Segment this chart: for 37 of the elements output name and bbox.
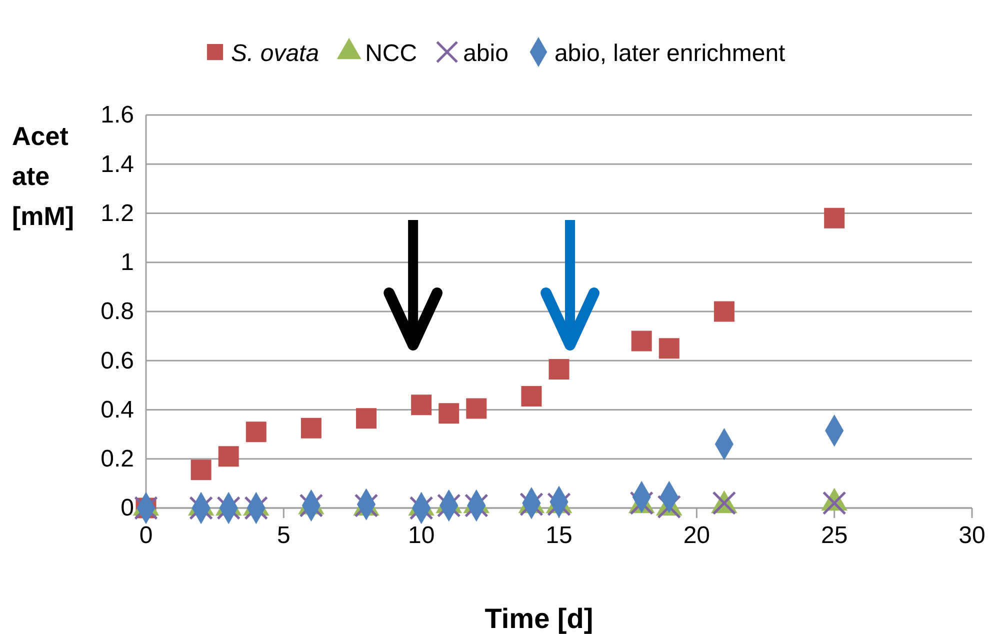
point: [466, 398, 487, 419]
point: [356, 408, 377, 429]
legend-label: S. ovata: [231, 40, 320, 67]
x-tick-label: 25: [820, 522, 848, 550]
y-tick-label: 0.4: [100, 396, 134, 424]
point: [548, 358, 570, 380]
x-tick-label: 30: [958, 522, 986, 550]
point: [190, 460, 212, 480]
x-tick-label: 10: [408, 522, 435, 550]
y-tick-label: 1: [120, 249, 134, 276]
x-tick-label: 20: [683, 522, 710, 550]
point: [824, 208, 845, 228]
legend-label: abio: [463, 40, 508, 67]
y-tick-label: 0: [120, 494, 134, 522]
legend-label: abio, later enrichment: [554, 40, 786, 67]
y-tick-label: 0.8: [100, 298, 134, 326]
y-tick-label: 0.6: [100, 347, 134, 374]
x-tick-label: 5: [276, 522, 290, 550]
point: [631, 330, 652, 352]
x-axis-title: Time [d]: [484, 603, 594, 634]
point: [300, 418, 322, 438]
point: [658, 338, 680, 359]
point: [521, 386, 542, 406]
y-axis-title: Acetate [mM]: [12, 121, 74, 231]
point: [822, 491, 846, 516]
x-tick-label: 15: [546, 522, 572, 550]
point: [411, 394, 432, 416]
point: [438, 403, 460, 424]
y-tick-label: 0.2: [100, 446, 134, 473]
point: [218, 446, 239, 467]
legend-label: NCC: [365, 40, 418, 67]
point: [714, 301, 734, 322]
point: [246, 422, 266, 442]
y-tick-label: 1.6: [100, 102, 134, 129]
y-tick-label: 1.4: [100, 150, 134, 178]
x-tick-label: 0: [139, 522, 153, 550]
y-tick-label: 1.2: [100, 200, 134, 227]
